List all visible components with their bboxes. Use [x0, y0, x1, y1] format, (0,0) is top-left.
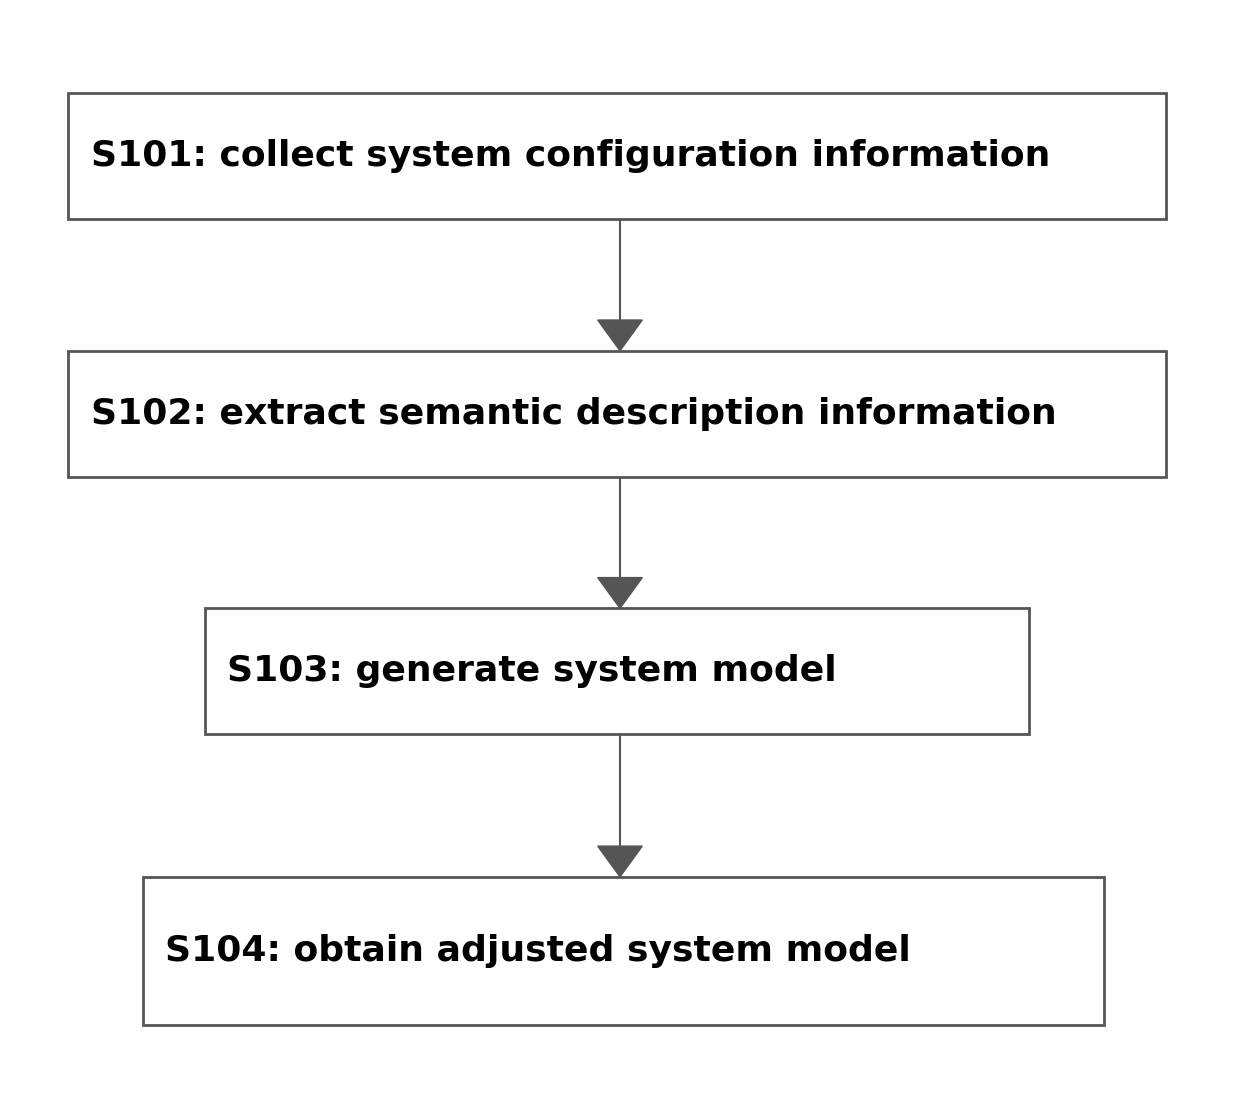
- FancyBboxPatch shape: [68, 93, 1166, 219]
- FancyBboxPatch shape: [205, 608, 1029, 734]
- Text: S101: collect system configuration information: S101: collect system configuration infor…: [91, 139, 1050, 173]
- Polygon shape: [598, 846, 642, 877]
- Polygon shape: [598, 320, 642, 351]
- Text: S103: generate system model: S103: generate system model: [227, 654, 837, 688]
- Text: S102: extract semantic description information: S102: extract semantic description infor…: [91, 397, 1056, 431]
- Polygon shape: [598, 578, 642, 608]
- FancyBboxPatch shape: [68, 351, 1166, 477]
- FancyBboxPatch shape: [143, 877, 1104, 1025]
- Text: S104: obtain adjusted system model: S104: obtain adjusted system model: [165, 934, 910, 968]
